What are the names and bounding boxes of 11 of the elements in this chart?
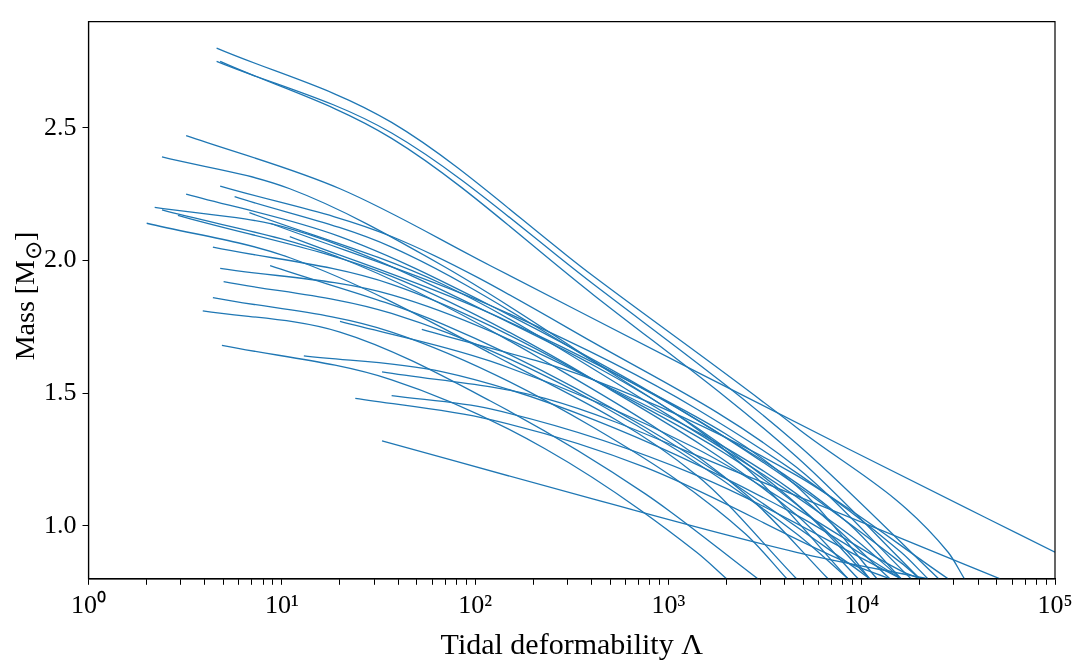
x-tick-label: 10⁴ <box>844 590 880 620</box>
y-tick-label: 2.0 <box>44 244 77 274</box>
x-tick-label: 10² <box>458 590 493 620</box>
x-tick-label: 10⁵ <box>1037 590 1073 620</box>
x-tick-label: 10¹ <box>264 590 299 620</box>
x-tick-label: 10³ <box>651 590 686 620</box>
x-tick-label: 10⁰ <box>71 590 106 620</box>
y-tick-label: 2.5 <box>44 111 77 141</box>
y-tick-label: 1.5 <box>44 376 77 406</box>
x-axis-title: Tidal deformability Λ <box>440 626 704 660</box>
y-tick-label: 1.0 <box>44 509 77 539</box>
